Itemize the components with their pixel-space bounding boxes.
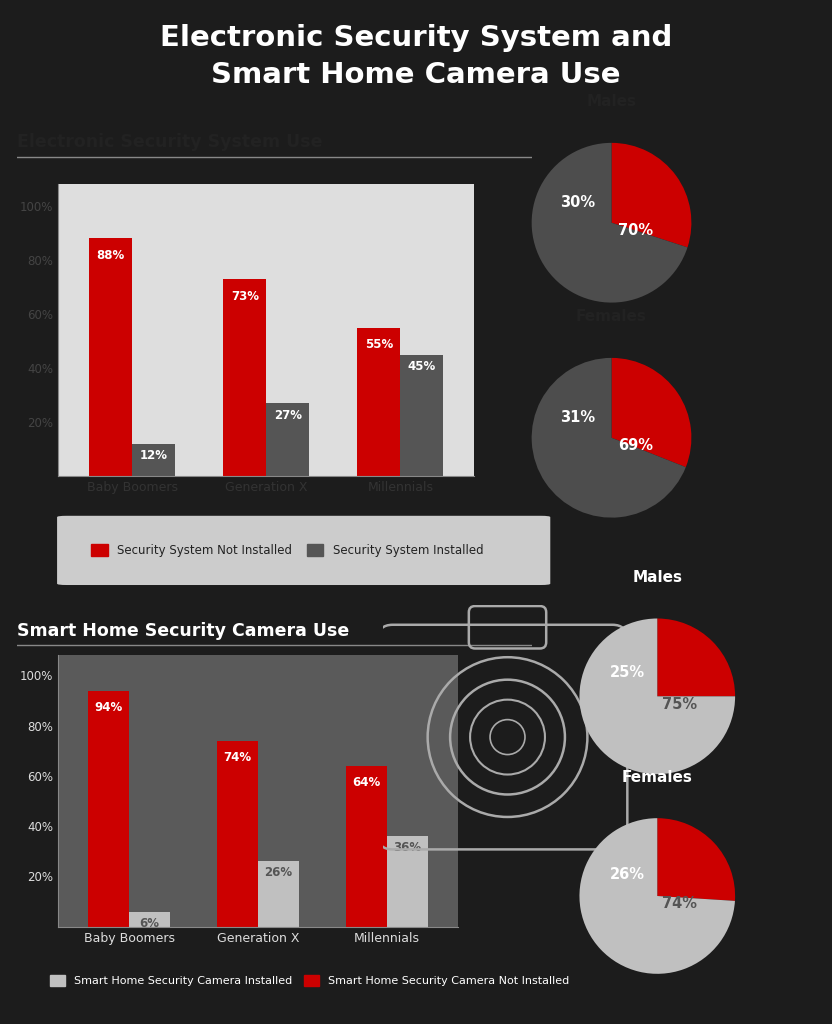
Bar (132, 443, 175, 476)
Text: 70%: 70% (618, 223, 653, 239)
Text: 27%: 27% (274, 409, 302, 422)
Text: 45%: 45% (408, 360, 436, 373)
Text: 36%: 36% (394, 842, 422, 854)
Text: 12%: 12% (140, 450, 167, 462)
Wedge shape (612, 143, 691, 248)
Wedge shape (579, 618, 735, 774)
Bar (345, 766, 387, 927)
Wedge shape (579, 818, 735, 974)
FancyBboxPatch shape (57, 516, 550, 585)
Text: 30%: 30% (561, 196, 596, 210)
Text: 74%: 74% (661, 896, 696, 911)
Wedge shape (532, 143, 687, 302)
Text: Males: Males (632, 570, 682, 586)
Text: Electronic Security System and
Smart Home Camera Use: Electronic Security System and Smart Hom… (160, 24, 672, 89)
Text: 55%: 55% (365, 338, 393, 351)
Text: Females: Females (576, 309, 647, 324)
Text: 69%: 69% (618, 438, 653, 454)
Legend: Security System Not Installed, Security System Installed: Security System Not Installed, Security … (87, 540, 488, 561)
Text: 94%: 94% (94, 700, 122, 714)
Bar (129, 911, 171, 927)
Wedge shape (657, 618, 735, 696)
Text: 74%: 74% (223, 751, 251, 764)
Wedge shape (657, 818, 735, 901)
Text: 26%: 26% (610, 866, 645, 882)
Text: 64%: 64% (352, 776, 380, 788)
Text: 6%: 6% (140, 916, 160, 930)
Text: 26%: 26% (265, 866, 293, 880)
Wedge shape (612, 358, 691, 467)
Bar (266, 403, 310, 476)
Text: 73%: 73% (230, 290, 259, 303)
Bar (223, 279, 266, 476)
Bar (258, 861, 300, 927)
Bar (216, 740, 258, 927)
Bar (88, 690, 129, 927)
Bar (89, 239, 132, 476)
Text: 88%: 88% (97, 249, 125, 262)
Legend: Smart Home Security Camera Installed, Smart Home Security Camera Not Installed: Smart Home Security Camera Installed, Sm… (46, 971, 574, 990)
Text: Electronic Security System Use: Electronic Security System Use (17, 133, 322, 152)
Bar (358, 328, 400, 476)
Text: 31%: 31% (561, 411, 596, 425)
Text: Smart Home Security Camera Use: Smart Home Security Camera Use (17, 622, 349, 640)
Text: Females: Females (622, 770, 693, 785)
Wedge shape (532, 358, 686, 517)
Text: 25%: 25% (610, 666, 646, 681)
Text: 75%: 75% (661, 696, 696, 712)
Text: Males: Males (587, 94, 636, 109)
Bar (400, 354, 443, 476)
Bar (387, 837, 428, 927)
